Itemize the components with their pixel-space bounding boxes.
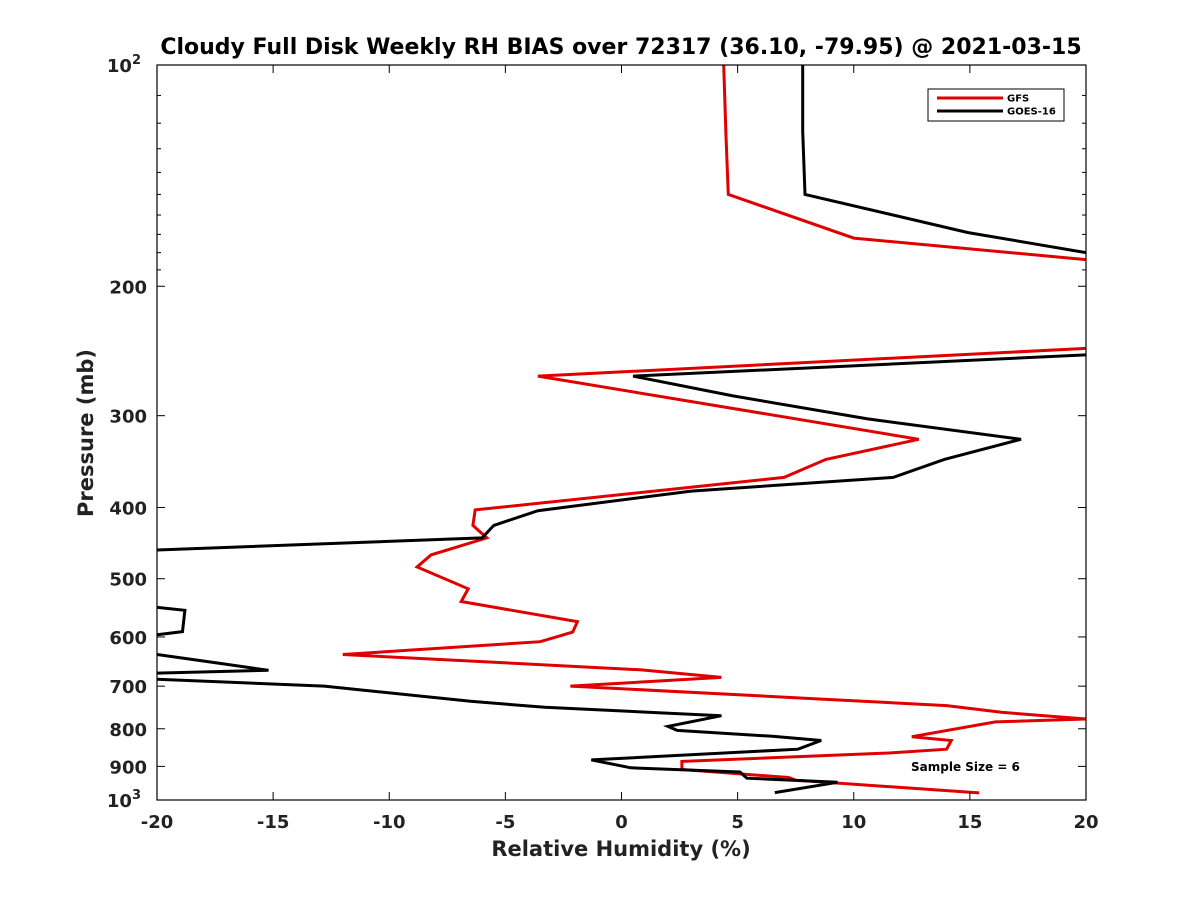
y-tick-label: 400 — [109, 499, 147, 520]
y-tick-label: 700 — [109, 677, 147, 698]
legend: GFS GOES-16 — [927, 88, 1065, 122]
x-axis-label: Relative Humidity (%) — [491, 837, 750, 861]
y-tick-label: 200 — [109, 277, 147, 298]
x-tick-label: -5 — [495, 812, 515, 833]
y-tick-label: 800 — [109, 720, 147, 741]
sample-size-annotation: Sample Size = 6 — [911, 760, 1020, 774]
x-tick-label: 10 — [841, 812, 866, 833]
legend-box — [927, 88, 1065, 122]
x-tick-label: 20 — [1073, 812, 1098, 833]
y-tick-label: 900 — [109, 757, 147, 778]
x-tick-label: -15 — [257, 812, 290, 833]
y-axis: 102 200 300 400 500 600 700 800 900 103 — [107, 53, 1086, 812]
series-line-gfs — [342, 65, 1086, 795]
x-axis: -20 -15 -10 -5 0 5 10 15 20 — [141, 65, 1099, 833]
y-tick-label: 500 — [109, 570, 147, 591]
x-tick-label: -20 — [141, 812, 174, 833]
x-tick-label: -10 — [373, 812, 406, 833]
legend-label-gfs: GFS — [1007, 94, 1029, 105]
series-layer — [157, 65, 1086, 795]
y-tick-label: 103 — [107, 788, 141, 812]
plot-area — [156, 64, 1087, 801]
chart-title: Cloudy Full Disk Weekly RH BIAS over 723… — [160, 35, 1081, 60]
y-tick-label: 102 — [107, 53, 141, 77]
y-tick-label: 300 — [109, 407, 147, 428]
x-tick-label: 15 — [957, 812, 982, 833]
x-tick-label: 5 — [731, 812, 744, 833]
series-line-goes-16 — [157, 65, 1086, 795]
y-tick-label: 600 — [109, 628, 147, 649]
legend-label-goes-16: GOES-16 — [1007, 107, 1056, 118]
y-axis-label: Pressure (mb) — [74, 349, 98, 517]
x-tick-label: 0 — [615, 812, 628, 833]
